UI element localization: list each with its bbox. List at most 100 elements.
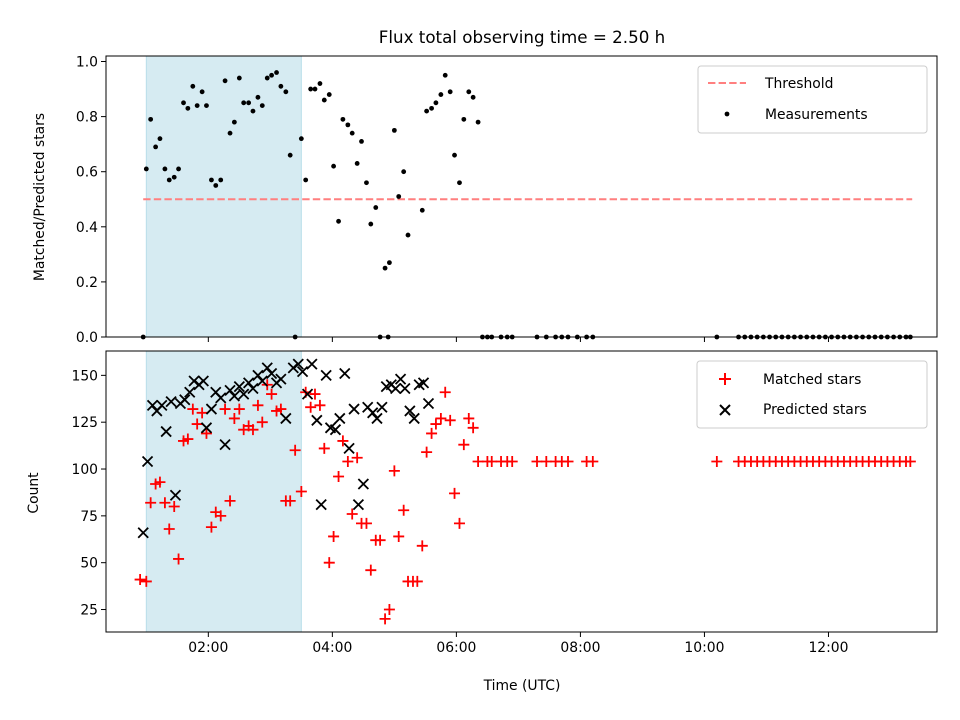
measurement-point: [269, 72, 274, 78]
matched-star-point: [309, 388, 321, 400]
measurement-point: [194, 103, 200, 108]
measurement-point: [303, 177, 309, 183]
matched-star-point: [200, 427, 212, 439]
matched-star-point: [467, 422, 479, 434]
x-tick-label: 06:00: [436, 640, 476, 656]
bottom-plot-frame: [105, 350, 938, 633]
measurement-point: [250, 108, 256, 114]
predicted-star-point: [399, 382, 411, 395]
measurement-point: [433, 100, 439, 106]
matched-star-point: [159, 497, 171, 509]
top-legend: Threshold Measurements: [697, 65, 928, 134]
matched-star-point: [449, 487, 461, 499]
measurement-point: [317, 81, 323, 86]
matched-star-point: [305, 401, 317, 413]
measurement-point: [470, 94, 476, 100]
measurement-point: [255, 94, 261, 100]
predicted-star-point: [233, 380, 245, 393]
matched-star-point: [224, 495, 236, 507]
measurement-point: [181, 100, 186, 106]
predicted-star-point: [315, 498, 327, 511]
measurement-point: [213, 183, 219, 188]
measurement-point: [153, 144, 159, 150]
predicted-star-point: [339, 367, 351, 380]
measurement-point: [278, 83, 284, 89]
matched-star-point: [904, 456, 916, 468]
matched-star-point: [351, 452, 363, 464]
measurement-point: [457, 180, 462, 186]
matched-star-point: [205, 521, 217, 533]
y-tick-label: 0.4: [76, 220, 98, 236]
y-tick-label: 25: [80, 603, 98, 619]
measurement-point: [218, 177, 224, 183]
matched-star-point: [163, 523, 175, 535]
y-tick-label: 150: [71, 368, 98, 384]
predicted-star-point: [296, 365, 309, 378]
matched-star-point: [711, 456, 723, 468]
predicted-star-point: [329, 424, 342, 436]
matched-star-point: [360, 517, 372, 529]
top-plot-frame: [105, 55, 938, 338]
predicted-star-point: [371, 412, 383, 425]
predicted-star-point: [160, 425, 172, 438]
bottom-shaded-span: [145, 350, 302, 633]
y-tick-label: 125: [71, 415, 98, 431]
matched-star-point: [228, 412, 240, 424]
predicted-star-point: [311, 414, 323, 426]
matched-star-point: [215, 510, 227, 522]
measurement-point: [442, 72, 448, 78]
predicted-star-point: [179, 394, 191, 406]
bottom-xticks: 02:00 04:00 06:00 08:00 10:00 12:00: [188, 632, 848, 656]
predicted-star-point: [228, 390, 241, 402]
measurement-point: [204, 103, 209, 108]
predicted-star-point: [334, 412, 346, 425]
measurement-point: [259, 103, 265, 108]
matched-star-point: [284, 495, 296, 507]
measurements-series: [140, 70, 913, 340]
measurement-point: [475, 119, 481, 125]
measurement-point: [231, 119, 237, 125]
matched-star-point: [444, 414, 456, 426]
measurement-point: [340, 116, 346, 122]
predicted-star-point: [280, 412, 292, 425]
top-yticks: 0.0 0.2 0.4 0.6 0.8 1.0: [76, 55, 106, 346]
predicted-star-point: [184, 386, 196, 398]
y-tick-label: 0.6: [76, 165, 98, 181]
matched-star-point: [168, 500, 180, 512]
measurement-point: [419, 207, 425, 213]
measurement-point: [429, 105, 434, 111]
matched-star-point: [134, 574, 146, 586]
measurement-point: [373, 205, 379, 210]
matched-star-point: [472, 456, 484, 468]
measurement-point: [368, 221, 374, 227]
predicted-star-point: [242, 377, 255, 389]
predicted-star-point: [275, 373, 287, 385]
measurement-point: [166, 177, 172, 183]
predicted-stars-series: [137, 358, 435, 539]
matched-star-point: [398, 504, 410, 516]
top-shaded-span: [145, 55, 302, 338]
matched-star-point: [318, 442, 330, 454]
measurement-point: [312, 86, 318, 92]
matched-star-point: [439, 386, 451, 398]
bottom-yticks: 25 50 75 100 125 150: [71, 368, 106, 619]
matched-star-point: [562, 456, 574, 468]
measurement-point: [274, 70, 279, 75]
measurement-point: [382, 265, 388, 271]
predicted-star-point: [156, 399, 168, 411]
matched-star-point: [145, 497, 157, 509]
measurement-point: [354, 161, 360, 166]
x-axis-label: Time (UTC): [483, 678, 561, 694]
x-tick-label: 04:00: [312, 640, 352, 656]
predicted-star-point: [215, 392, 227, 404]
measurement-point: [162, 166, 168, 172]
predicted-star-point: [219, 439, 231, 451]
measurement-point: [387, 260, 392, 266]
matched-stars-legend-label: Matched stars: [763, 372, 861, 388]
measurement-point: [298, 136, 304, 142]
bottom-legend: Matched stars Predicted stars: [696, 360, 928, 429]
predicted-star-point: [389, 382, 402, 395]
measurement-point: [336, 218, 341, 224]
matched-star-point: [140, 575, 152, 587]
matched-star-point: [295, 486, 307, 497]
